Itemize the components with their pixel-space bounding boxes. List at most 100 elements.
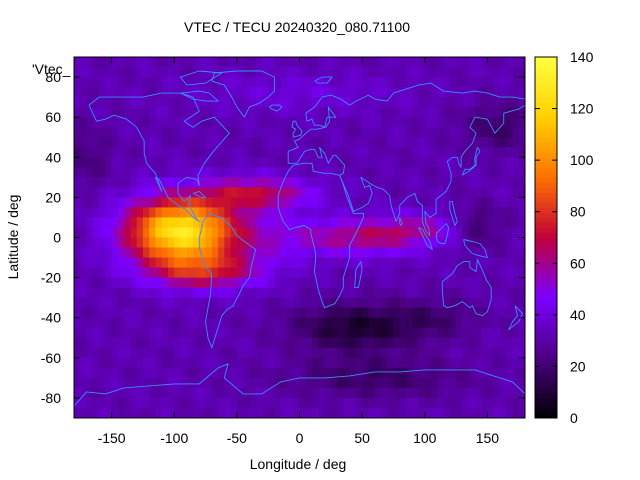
heatmap-cell: [136, 387, 144, 399]
heatmap-cell: [343, 127, 351, 138]
heatmap-cell: [299, 387, 307, 399]
heatmap-cell: [462, 327, 470, 339]
heatmap-cell: [324, 127, 332, 138]
heatmap-cell: [224, 57, 231, 68]
heatmap-cell: [186, 127, 194, 138]
heatmap-cell: [136, 127, 144, 138]
heatmap-cell: [261, 107, 269, 118]
heatmap-cell: [249, 167, 257, 178]
heatmap-cell: [368, 307, 376, 319]
heatmap-cell: [180, 267, 188, 279]
heatmap-cell: [243, 87, 250, 98]
heatmap-cell: [305, 267, 313, 279]
heatmap-cell: [312, 317, 319, 329]
heatmap-cell: [437, 377, 444, 389]
heatmap-cell: [405, 287, 413, 299]
heatmap-cell: [193, 377, 200, 389]
heatmap-cell: [506, 57, 513, 68]
heatmap-cell: [130, 297, 138, 309]
heatmap-cell: [418, 117, 426, 128]
heatmap-cell: [193, 177, 200, 188]
colorbar-tick-label: 100: [570, 152, 594, 168]
heatmap-cell: [318, 347, 325, 359]
heatmap-cell: [74, 257, 81, 268]
heatmap-cell: [74, 117, 81, 128]
heatmap-cell: [105, 377, 112, 389]
coastline-australia: [441, 259, 492, 317]
heatmap-cell: [199, 87, 206, 98]
heatmap-cell: [86, 387, 94, 399]
heatmap-cell: [74, 357, 81, 369]
colorbar-strip: [535, 337, 557, 344]
heatmap-cell: [349, 407, 357, 418]
heatmap-cell: [224, 127, 231, 138]
heatmap-cell: [468, 177, 476, 188]
heatmap-cell: [518, 177, 525, 188]
heatmap-cell: [230, 267, 238, 279]
heatmap-cell: [136, 397, 144, 409]
heatmap-cell: [117, 277, 125, 289]
heatmap-cell: [443, 207, 451, 218]
heatmap-cell: [105, 187, 112, 198]
heatmap-cell: [437, 267, 444, 279]
heatmap-cell: [299, 157, 307, 168]
heatmap-cell: [330, 87, 338, 98]
heatmap-cell: [418, 247, 426, 258]
heatmap-cell: [92, 127, 100, 138]
heatmap-cell: [312, 187, 319, 198]
heatmap-cell: [218, 377, 225, 389]
colorbar-strip: [535, 397, 557, 404]
heatmap-cell: [211, 357, 219, 369]
heatmap-cell: [506, 237, 513, 248]
heatmap-cell: [86, 317, 94, 329]
heatmap-cell: [268, 67, 275, 78]
heatmap-cell: [380, 137, 388, 148]
heatmap-cell: [211, 277, 219, 289]
heatmap-cell: [199, 357, 206, 369]
heatmap-cell: [368, 127, 376, 138]
heatmap-cell: [261, 217, 269, 228]
heatmap-cell: [155, 87, 163, 98]
heatmap-cell: [99, 207, 106, 218]
heatmap-cell: [468, 337, 476, 349]
heatmap-cell: [211, 407, 219, 418]
heatmap-cell: [418, 147, 426, 158]
heatmap-cell: [86, 307, 94, 319]
heatmap-cell: [130, 97, 138, 108]
heatmap-cell: [174, 97, 181, 108]
heatmap-cell: [481, 97, 488, 108]
heatmap-cell: [474, 407, 482, 418]
heatmap-cell: [343, 347, 351, 359]
heatmap-cell: [318, 157, 325, 168]
heatmap-cell: [286, 137, 294, 148]
heatmap-cell: [142, 77, 150, 88]
y-tick-label: 60: [45, 109, 61, 125]
heatmap-cell: [224, 237, 231, 248]
heatmap-cell: [155, 167, 163, 178]
heatmap-cell: [380, 277, 388, 289]
heatmap-cell: [449, 207, 457, 218]
heatmap-cell: [99, 407, 106, 418]
heatmap-cell: [161, 277, 169, 289]
heatmap-cell: [249, 387, 257, 399]
colorbar-strip: [535, 177, 557, 183]
heatmap-cell: [167, 407, 175, 418]
heatmap-cell: [324, 367, 332, 379]
heatmap-cell: [74, 127, 81, 138]
heatmap-cell: [293, 147, 300, 158]
heatmap-cell: [349, 227, 357, 238]
heatmap-cell: [431, 327, 438, 339]
heatmap-cell: [211, 347, 219, 359]
heatmap-cell: [330, 117, 338, 128]
heatmap-cell: [105, 207, 112, 218]
heatmap-cell: [343, 77, 351, 88]
heatmap-cell: [474, 267, 482, 279]
heatmap-cell: [111, 217, 119, 228]
heatmap-cell: [305, 187, 313, 198]
heatmap-cell: [230, 107, 238, 118]
heatmap-cell: [324, 307, 332, 319]
heatmap-cell: [149, 87, 156, 98]
heatmap-cell: [124, 147, 131, 158]
heatmap-cell: [324, 377, 332, 389]
